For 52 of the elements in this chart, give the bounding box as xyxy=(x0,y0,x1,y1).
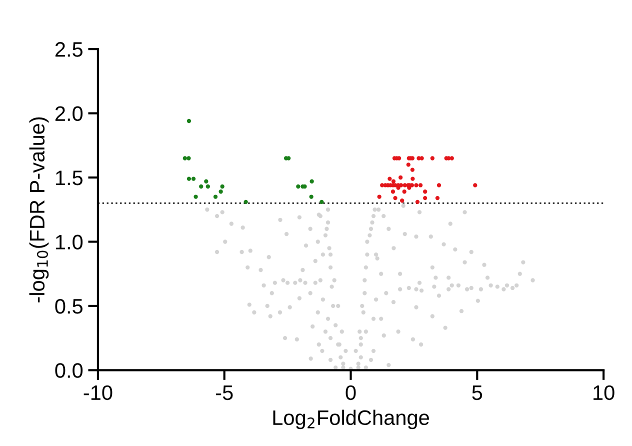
point xyxy=(473,183,478,188)
point xyxy=(436,183,442,188)
x-tick-label: -5 xyxy=(216,386,233,400)
point xyxy=(423,196,428,200)
y-tick-label: 0.0 xyxy=(55,363,83,378)
point xyxy=(402,190,406,194)
y-tick-label: 1.5 xyxy=(56,170,83,186)
point xyxy=(296,184,300,189)
point xyxy=(244,200,248,204)
point xyxy=(414,183,418,188)
y-axis-title: -log$_{10}$(FDR P-value) xyxy=(29,117,49,302)
point xyxy=(398,175,403,180)
point xyxy=(450,156,454,160)
point xyxy=(182,156,188,160)
point xyxy=(406,162,410,167)
y-tick-label: 2.5 xyxy=(55,42,83,57)
point xyxy=(213,194,218,199)
point xyxy=(194,194,198,199)
point xyxy=(309,194,314,199)
point xyxy=(418,183,423,188)
point xyxy=(191,176,196,181)
point xyxy=(388,176,392,181)
point xyxy=(206,184,210,189)
point xyxy=(218,190,223,194)
point xyxy=(400,198,404,203)
point xyxy=(415,200,420,204)
x-axis-title: Log$_{2}$FoldChange xyxy=(273,410,429,430)
point xyxy=(420,156,424,160)
point xyxy=(199,184,204,189)
point xyxy=(410,176,415,181)
point xyxy=(430,156,434,160)
point xyxy=(391,179,396,184)
point xyxy=(377,194,382,199)
x-tick-label: 10 xyxy=(594,385,614,400)
y-tick-label: 2.0 xyxy=(55,106,83,122)
point xyxy=(310,179,314,184)
x-tick-label: 0 xyxy=(346,385,356,400)
point xyxy=(204,179,208,184)
point xyxy=(390,190,396,194)
point xyxy=(320,200,324,204)
x-tick-label: -10 xyxy=(84,385,112,400)
point xyxy=(186,118,192,124)
point xyxy=(410,168,415,172)
point xyxy=(220,184,224,189)
point xyxy=(186,176,192,181)
point xyxy=(186,156,191,160)
point xyxy=(435,196,440,200)
x-tick-label: 5 xyxy=(472,386,482,400)
y-tick-label: 1.0 xyxy=(56,234,83,250)
y-tick-label: 0.5 xyxy=(55,298,83,314)
point xyxy=(393,196,398,200)
point xyxy=(423,190,428,194)
